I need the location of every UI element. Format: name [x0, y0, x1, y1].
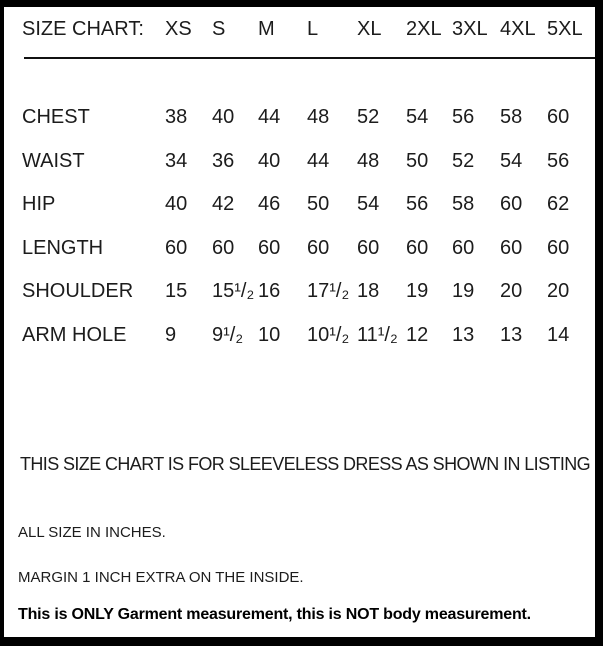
- size-column-header-xs: XS: [165, 18, 192, 40]
- size-value: 9: [165, 324, 177, 346]
- measurement-label: WAIST: [22, 150, 85, 172]
- note-margin: MARGIN 1 INCH EXTRA ON THE INSIDE.: [18, 569, 304, 586]
- size-value: 52: [452, 150, 475, 172]
- size-value: 20: [547, 280, 570, 302]
- table-title: SIZE CHART:: [22, 18, 144, 40]
- size-value: 40: [212, 106, 235, 128]
- size-value: 44: [307, 150, 330, 172]
- size-value: 48: [357, 150, 380, 172]
- size-value: 54: [357, 193, 380, 215]
- size-column-header-4xl: 4XL: [500, 18, 536, 40]
- size-value: 13: [452, 324, 475, 346]
- size-value: 46: [258, 193, 281, 215]
- measurement-label: ARM HOLE: [22, 324, 127, 346]
- size-value: 56: [452, 106, 475, 128]
- size-value: 38: [165, 106, 188, 128]
- size-value: 60: [165, 237, 188, 259]
- measurement-label: HIP: [22, 193, 56, 215]
- size-column-header-3xl: 3XL: [452, 18, 488, 40]
- size-column-header-m: M: [258, 18, 275, 40]
- size-value: 10: [258, 324, 281, 346]
- table-row-chest: CHEST 38 40 44 48 52 54 56 58 60: [22, 103, 595, 131]
- size-value: 12: [406, 324, 429, 346]
- size-value: 20: [500, 280, 523, 302]
- size-value: 36: [212, 150, 235, 172]
- measurement-label: SHOULDER: [22, 280, 134, 302]
- size-value: 44: [258, 106, 281, 128]
- size-column-header-5xl: 5XL: [547, 18, 583, 40]
- size-value: 56: [406, 193, 429, 215]
- table-row-shoulder: SHOULDER 15 15¹/₂ 16 17¹/₂ 18 19 19 20 2…: [22, 277, 595, 305]
- size-value: 34: [165, 150, 188, 172]
- size-value: 60: [357, 237, 380, 259]
- size-value: 58: [452, 193, 475, 215]
- size-value: 50: [406, 150, 429, 172]
- size-value: 42: [212, 193, 235, 215]
- note-disclaimer: This is ONLY Garment measurement, this i…: [18, 606, 531, 623]
- size-value: 60: [406, 237, 429, 259]
- size-value: 50: [307, 193, 330, 215]
- size-value: 60: [212, 237, 235, 259]
- size-column-header-2xl: 2XL: [406, 18, 442, 40]
- table-row-hip: HIP 40 42 46 50 54 56 58 60 62: [22, 190, 595, 218]
- size-value: 60: [547, 106, 570, 128]
- size-value: 17¹/₂: [307, 280, 350, 302]
- size-value: 40: [258, 150, 281, 172]
- table-row-arm-hole: ARM HOLE 9 9¹/₂ 10 10¹/₂ 11¹/₂ 12 13 13 …: [22, 321, 595, 349]
- size-value: 19: [406, 280, 429, 302]
- size-column-header-xl: XL: [357, 18, 382, 40]
- size-column-header-s: S: [212, 18, 226, 40]
- size-value: 60: [258, 237, 281, 259]
- table-row-length: LENGTH 60 60 60 60 60 60 60 60 60: [22, 234, 595, 262]
- size-value: 54: [500, 150, 523, 172]
- size-value: 60: [500, 193, 523, 215]
- table-header-row: SIZE CHART: XS S M L XL 2XL 3XL 4XL 5XL: [22, 15, 595, 43]
- size-value: 40: [165, 193, 188, 215]
- size-value: 48: [307, 106, 330, 128]
- note-listing-heading: THIS SIZE CHART IS FOR SLEEVELESS DRESS …: [20, 454, 591, 474]
- size-value: 15: [165, 280, 188, 302]
- size-value: 14: [547, 324, 570, 346]
- size-value: 10¹/₂: [307, 324, 350, 346]
- table-row-waist: WAIST 34 36 40 44 48 50 52 54 56: [22, 147, 595, 175]
- size-value: 60: [452, 237, 475, 259]
- note-units: ALL SIZE IN INCHES.: [18, 524, 166, 541]
- size-value: 16: [258, 280, 281, 302]
- size-value: 58: [500, 106, 523, 128]
- size-column-header-l: L: [307, 18, 319, 40]
- size-value: 54: [406, 106, 429, 128]
- size-value: 60: [547, 237, 570, 259]
- size-value: 60: [500, 237, 523, 259]
- header-divider-line: [24, 57, 595, 59]
- size-value: 19: [452, 280, 475, 302]
- size-value: 60: [307, 237, 330, 259]
- size-value: 9¹/₂: [212, 324, 244, 346]
- measurement-label: LENGTH: [22, 237, 104, 259]
- size-value: 52: [357, 106, 380, 128]
- size-value: 15¹/₂: [212, 280, 255, 302]
- size-value: 18: [357, 280, 380, 302]
- measurement-label: CHEST: [22, 106, 90, 128]
- size-value: 13: [500, 324, 523, 346]
- size-value: 11¹/₂: [357, 324, 398, 346]
- size-value: 56: [547, 150, 570, 172]
- size-value: 62: [547, 193, 570, 215]
